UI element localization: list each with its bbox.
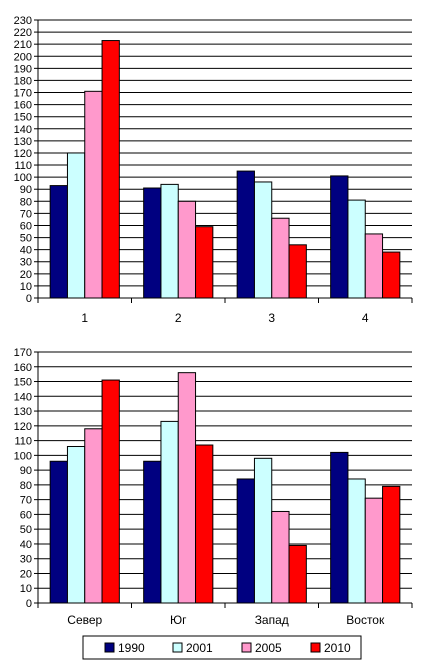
y-tick-label: 180 xyxy=(14,75,32,87)
bar-1990-3 xyxy=(236,170,255,299)
bar-2005-1 xyxy=(84,90,103,299)
category-label: Восток xyxy=(346,613,385,627)
bar-1990-4 xyxy=(330,451,349,604)
y-tick-label: 200 xyxy=(14,51,32,63)
y-tick-label: 130 xyxy=(14,136,32,148)
category-label: Запад xyxy=(255,613,289,627)
y-tick-label: 60 xyxy=(20,509,32,521)
y-tick-label: 160 xyxy=(14,100,32,112)
y-tick-label: 60 xyxy=(20,220,32,232)
y-tick-label: 170 xyxy=(14,88,32,100)
y-tick-label: 30 xyxy=(20,257,32,269)
bar-2005-1 xyxy=(84,428,103,604)
legend-box xyxy=(82,635,362,660)
bar-2001-2 xyxy=(160,420,179,604)
legend: 1990 2001 2005 2010 xyxy=(82,635,362,660)
y-tick-label: 70 xyxy=(20,208,32,220)
y-tick-label: 90 xyxy=(20,465,32,477)
y-tick-label: 40 xyxy=(20,539,32,551)
bar-2010-4 xyxy=(382,251,401,299)
y-tick-label: 120 xyxy=(14,148,32,160)
bar-2010-1 xyxy=(101,379,120,604)
bar-2005-3 xyxy=(271,217,290,299)
bar-2001-2 xyxy=(160,183,179,299)
bar-2005-4 xyxy=(364,497,384,604)
bar-2010-2 xyxy=(195,226,214,299)
bar-2010-3 xyxy=(288,244,307,299)
y-tick-label: 100 xyxy=(14,172,32,184)
legend-label-2010: 2010 xyxy=(324,641,351,655)
legend-swatch-2001 xyxy=(172,642,183,653)
y-tick-label: 150 xyxy=(14,377,32,389)
category-label: 4 xyxy=(362,311,369,325)
chart-2: 0 10 20 30 40 50 60 70 80 90 100 110 120 130 140 150 160… xyxy=(14,347,413,627)
y-tick-label: 120 xyxy=(14,421,32,433)
y-tick-label: 0 xyxy=(26,598,32,610)
bar-1990-1 xyxy=(49,460,68,604)
bar-2001-3 xyxy=(253,457,273,604)
y-tick-label: 10 xyxy=(20,281,32,293)
bar-2005-3 xyxy=(271,510,290,604)
category-label: Север xyxy=(67,613,102,627)
legend-swatch-2005 xyxy=(241,642,252,653)
bar-1990-2 xyxy=(143,460,162,604)
y-tick-label: 110 xyxy=(14,436,32,448)
bar-1990-2 xyxy=(143,187,162,299)
chart-1: 0102030405060708090100110120130140150160… xyxy=(14,15,413,325)
category-label: 2 xyxy=(175,311,182,325)
bar-2010-2 xyxy=(195,444,214,604)
y-tick-label: 170 xyxy=(14,347,32,359)
legend-swatch-1990 xyxy=(104,642,115,653)
bar-1990-1 xyxy=(49,185,68,299)
y-tick-label: 210 xyxy=(14,39,32,51)
y-tick-label: 150 xyxy=(14,112,32,124)
y-tick-label: 70 xyxy=(20,495,32,507)
y-tick-label: 30 xyxy=(20,554,32,566)
y-tick-label: 90 xyxy=(20,184,32,196)
y-tick-label: 140 xyxy=(14,391,32,403)
bar-2001-1 xyxy=(66,152,86,299)
bar-2001-4 xyxy=(347,199,366,299)
y-tick-label: 20 xyxy=(20,568,32,580)
y-tick-label: 40 xyxy=(20,245,32,257)
bar-1990-4 xyxy=(330,175,349,299)
legend-label-2005: 2005 xyxy=(255,641,282,655)
y-tick-label: 80 xyxy=(20,480,32,492)
y-tick-label: 100 xyxy=(14,450,32,462)
y-tick-label: 110 xyxy=(14,160,32,172)
y-tick-label: 230 xyxy=(14,15,32,27)
bar-2010-3 xyxy=(288,544,307,604)
y-tick-label: 80 xyxy=(20,196,32,208)
category-label: Юг xyxy=(170,613,187,627)
bar-2001-4 xyxy=(347,478,366,604)
y-tick-label: 130 xyxy=(14,406,32,418)
legend-label-2001: 2001 xyxy=(186,641,213,655)
bar-2001-1 xyxy=(66,445,86,604)
y-tick-label: 220 xyxy=(14,27,32,39)
y-tick-label: 190 xyxy=(14,63,32,75)
y-tick-label: 10 xyxy=(20,583,32,595)
y-tick-label: 20 xyxy=(20,269,32,281)
y-tick-label: 0 xyxy=(26,293,32,305)
legend-swatch-2010 xyxy=(310,642,321,653)
bar-2010-4 xyxy=(382,485,401,604)
bar-2005-2 xyxy=(177,372,197,604)
y-tick-label: 140 xyxy=(14,124,32,136)
y-tick-label: 50 xyxy=(20,233,32,245)
bar-2010-1 xyxy=(101,40,120,299)
y-tick-label: 160 xyxy=(14,362,32,374)
bar-1990-3 xyxy=(236,478,255,604)
category-label: 3 xyxy=(268,311,275,325)
y-tick-label: 50 xyxy=(20,524,32,536)
legend-label-1990: 1990 xyxy=(118,641,145,655)
bar-2005-2 xyxy=(177,200,197,299)
category-label: 1 xyxy=(81,311,88,325)
bar-2005-4 xyxy=(364,233,384,299)
bar-2001-3 xyxy=(253,181,273,299)
